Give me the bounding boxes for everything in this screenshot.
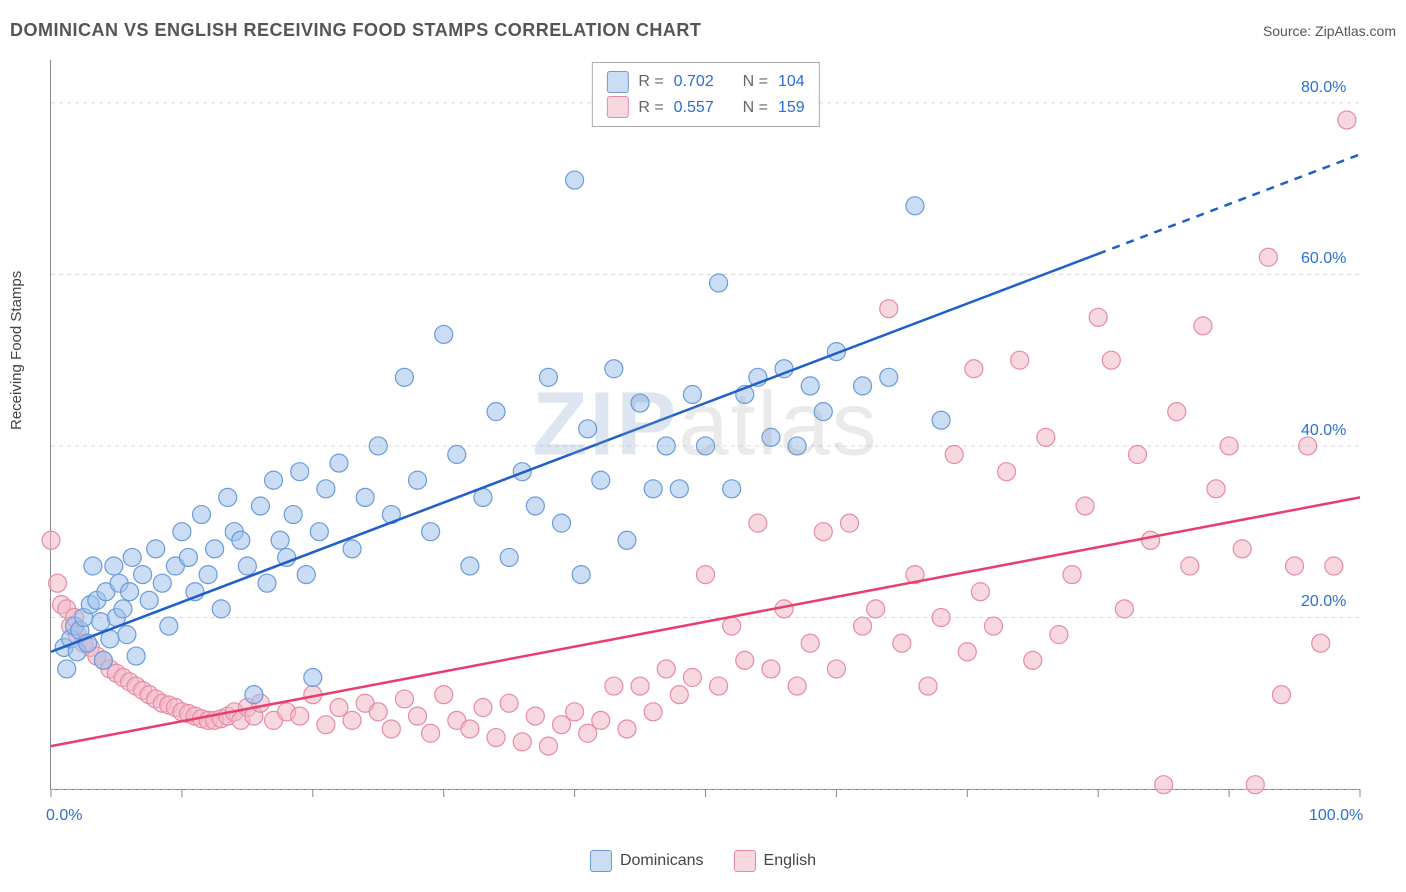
n-value-dominicans: 104 <box>778 69 805 95</box>
r-value-dominicans: 0.702 <box>674 69 714 95</box>
source-label: Source: <box>1263 23 1311 39</box>
chart-title: DOMINICAN VS ENGLISH RECEIVING FOOD STAM… <box>10 20 701 41</box>
swatch-english <box>606 96 628 118</box>
legend-series: Dominicans English <box>590 850 816 872</box>
swatch-dominicans <box>606 71 628 93</box>
y-tick-label: 40.0% <box>1301 422 1346 440</box>
legend-item-dominicans: Dominicans <box>590 850 704 872</box>
legend-label-english: English <box>764 852 816 870</box>
x-axis-max-label: 100.0% <box>1309 807 1363 825</box>
source-link[interactable]: ZipAtlas.com <box>1315 23 1396 39</box>
y-tick-label: 20.0% <box>1301 593 1346 611</box>
y-tick-label: 80.0% <box>1301 79 1346 97</box>
legend-stats-row-dominicans: R = 0.702 N = 104 <box>606 69 804 95</box>
r-value-english: 0.557 <box>674 95 714 121</box>
y-axis-label: Receiving Food Stamps <box>8 271 25 430</box>
x-axis-min-label: 0.0% <box>46 807 82 825</box>
swatch-english <box>734 850 756 872</box>
n-label: N = <box>743 95 768 121</box>
y-tick-label: 60.0% <box>1301 250 1346 268</box>
chart-svg <box>51 60 1360 789</box>
legend-label-dominicans: Dominicans <box>620 852 704 870</box>
r-label: R = <box>638 69 663 95</box>
legend-stats: R = 0.702 N = 104 R = 0.557 N = 159 <box>591 62 819 127</box>
chart-container: DOMINICAN VS ENGLISH RECEIVING FOOD STAM… <box>0 0 1406 892</box>
legend-item-english: English <box>734 850 816 872</box>
r-label: R = <box>638 95 663 121</box>
source-attribution: Source: ZipAtlas.com <box>1263 23 1396 39</box>
n-label: N = <box>743 69 768 95</box>
title-row: DOMINICAN VS ENGLISH RECEIVING FOOD STAM… <box>10 20 1396 41</box>
plot-area: ZIPatlas R = 0.702 N = 104 R = 0.557 N =… <box>50 60 1360 790</box>
legend-stats-row-english: R = 0.557 N = 159 <box>606 95 804 121</box>
n-value-english: 159 <box>778 95 805 121</box>
swatch-dominicans <box>590 850 612 872</box>
